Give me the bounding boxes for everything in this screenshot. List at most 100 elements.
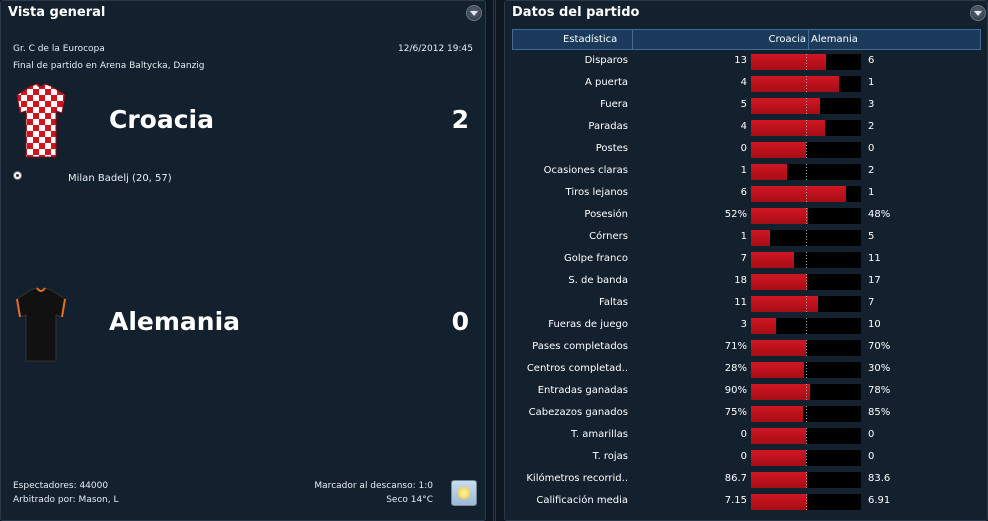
table-row: Entradas ganadas 90% 78% [505, 381, 988, 403]
stat-bar-midline [806, 318, 807, 334]
chevron-down-icon[interactable] [466, 5, 482, 21]
stat-bar-home-fill [751, 494, 807, 510]
stat-bar [751, 318, 861, 334]
stat-bar-midline [806, 252, 807, 268]
stat-label: Paradas [588, 121, 628, 132]
competition-label: Gr. C de la Eurocopa [13, 44, 105, 54]
stat-label: T. amarillas [570, 429, 628, 440]
header-home-team[interactable]: Croacia [768, 34, 806, 45]
stat-away-value: 0 [868, 451, 875, 462]
stat-away-value: 83.6 [868, 473, 891, 484]
stat-away-value: 6 [868, 55, 875, 66]
stat-away-value: 78% [868, 385, 891, 396]
table-row: Cabezazos ganados 75% 85% [505, 403, 988, 425]
match-stats-panel: Datos del partido Estadística Croacia Al… [504, 0, 988, 521]
stat-bar [751, 120, 861, 136]
table-row: Córners 1 5 [505, 227, 988, 249]
weather-label: Seco 14°C [386, 495, 433, 505]
stat-away-value: 2 [868, 165, 875, 176]
table-row: Disparos 13 6 [505, 51, 988, 73]
splitter-grip[interactable] [493, 0, 497, 521]
stat-bar-midline [806, 142, 807, 158]
stat-bar-midline [806, 164, 807, 180]
panel-splitter[interactable] [490, 0, 500, 521]
stat-bar-home-fill [751, 120, 825, 136]
stat-label: Pases completados [532, 341, 628, 352]
table-row: Posesión 52% 48% [505, 205, 988, 227]
stat-bar [751, 274, 861, 290]
table-row: Faltas 11 7 [505, 293, 988, 315]
stat-label: Ocasiones claras [543, 165, 628, 176]
stat-away-value: 85% [868, 407, 891, 418]
stat-bar [751, 450, 861, 466]
stat-bar-home-fill [751, 186, 846, 202]
chevron-down-icon[interactable] [970, 5, 986, 21]
stat-home-value: 5 [740, 99, 747, 110]
stat-away-value: 17 [868, 275, 881, 286]
stat-bar [751, 208, 861, 224]
stat-bar [751, 252, 861, 268]
stat-bar-midline [806, 230, 807, 246]
stat-bar-midline [806, 340, 807, 356]
stat-home-value: 4 [740, 77, 747, 88]
table-row: Fueras de juego 3 10 [505, 315, 988, 337]
stat-bar [751, 76, 861, 92]
stat-home-value: 13 [734, 55, 747, 66]
stat-away-value: 1 [868, 187, 875, 198]
match-datetime: 12/6/2012 19:45 [398, 44, 473, 54]
stat-bar-home-fill [751, 208, 808, 224]
stat-label: Postes [595, 143, 628, 154]
ball-icon [13, 171, 22, 180]
stat-bar [751, 142, 861, 158]
table-row: A puerta 4 1 [505, 73, 988, 95]
stat-bar-home-fill [751, 450, 806, 466]
header-away-team[interactable]: Alemania [811, 34, 858, 45]
stat-bar-midline [806, 296, 807, 312]
stat-bar-midline [806, 76, 807, 92]
halftime-score-label: Marcador al descanso: 1:0 [314, 481, 433, 491]
table-row: Ocasiones claras 1 2 [505, 161, 988, 183]
table-row: Kilómetros recorrid.. 86.7 83.6 [505, 469, 988, 491]
stat-bar-home-fill [751, 428, 806, 444]
sun-icon [451, 480, 477, 506]
stat-bar-home-fill [751, 142, 806, 158]
stat-bar [751, 472, 861, 488]
stat-away-value: 0 [868, 429, 875, 440]
stat-bar-home-fill [751, 384, 810, 400]
stat-home-value: 86.7 [724, 473, 747, 484]
stat-away-value: 1 [868, 77, 875, 88]
away-team-name: Alemania [109, 307, 241, 336]
stat-home-value: 71% [724, 341, 747, 352]
stat-home-value: 75% [724, 407, 747, 418]
stat-label: S. de banda [568, 275, 628, 286]
stat-bar-home-fill [751, 362, 804, 378]
stat-bar-home-fill [751, 98, 820, 114]
stat-away-value: 11 [868, 253, 881, 264]
stat-home-value: 18 [734, 275, 747, 286]
header-stat[interactable]: Estadística [563, 34, 618, 45]
stats-table-header: Estadística Croacia Alemania [512, 29, 981, 50]
stat-bar-home-fill [751, 230, 770, 246]
stat-bar-midline [806, 494, 807, 510]
stat-bar-midline [806, 472, 807, 488]
overview-panel: Vista general Gr. C de la Eurocopa Final… [0, 0, 486, 521]
stat-bar-midline [806, 54, 807, 70]
stat-home-value: 0 [740, 451, 747, 462]
table-row: Postes 0 0 [505, 139, 988, 161]
stat-away-value: 7 [868, 297, 875, 308]
stat-bar [751, 296, 861, 312]
stat-away-value: 30% [868, 363, 891, 374]
stat-bar-home-fill [751, 76, 839, 92]
stat-label: Posesión [584, 209, 628, 220]
stat-bar-midline [806, 120, 807, 136]
stat-away-value: 70% [868, 341, 891, 352]
stat-bar [751, 54, 861, 70]
away-score: 0 [451, 307, 469, 336]
table-row: T. amarillas 0 0 [505, 425, 988, 447]
stat-home-value: 90% [724, 385, 747, 396]
stat-bar [751, 98, 861, 114]
stats-title: Datos del partido [512, 5, 640, 20]
table-row: S. de banda 18 17 [505, 271, 988, 293]
stat-label: Tiros lejanos [565, 187, 628, 198]
stat-away-value: 5 [868, 231, 875, 242]
